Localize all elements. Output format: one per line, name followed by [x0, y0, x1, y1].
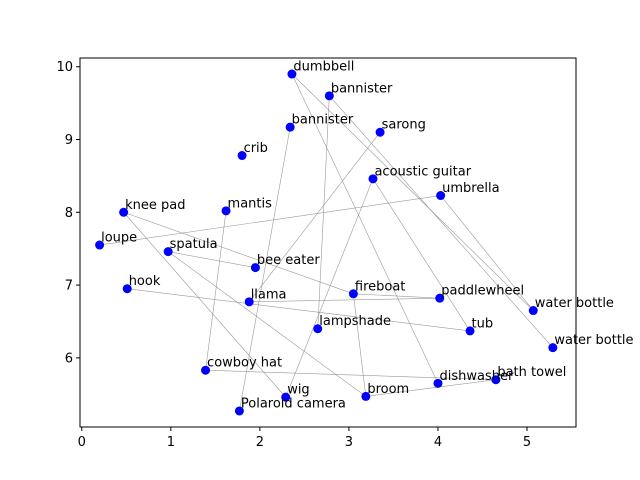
point-label: paddlewheel [441, 284, 524, 299]
connector-line [291, 73, 439, 384]
connector-line [248, 132, 381, 302]
data-point [348, 289, 358, 299]
data-point [221, 206, 231, 216]
point-label: spatula [170, 237, 218, 252]
data-point [95, 240, 105, 250]
connector-lines [99, 73, 554, 412]
connector-line [291, 73, 534, 311]
x-tick-label: 3 [345, 435, 353, 450]
point-label: llama [251, 287, 287, 302]
point-label: fireboat [355, 279, 406, 294]
point-label: hook [129, 274, 161, 289]
x-tick-label: 5 [523, 435, 531, 450]
scatter-points [95, 69, 558, 416]
y-tick-label: 8 [65, 206, 73, 221]
x-axis: 0 1 2 3 4 5 [78, 427, 531, 450]
y-tick-label: 6 [65, 351, 73, 366]
data-point [528, 306, 538, 316]
data-point [244, 297, 254, 307]
data-point [287, 69, 297, 79]
x-tick-label: 4 [434, 435, 442, 450]
connector-line [353, 293, 440, 299]
x-tick-label: 2 [256, 435, 264, 450]
y-tick-label: 7 [65, 279, 73, 294]
connector-line [205, 369, 496, 380]
data-point [324, 91, 334, 101]
data-point [375, 127, 385, 137]
data-point [433, 378, 443, 388]
data-point [313, 324, 323, 334]
point-label: sarong [382, 118, 426, 133]
x-tick-label: 0 [78, 435, 86, 450]
connector-line [99, 195, 441, 246]
point-label: bannister [331, 81, 393, 96]
point-label: crib [244, 141, 268, 156]
point-label: cowboy hat [207, 356, 282, 371]
y-tick-label: 9 [65, 133, 73, 148]
connector-line [168, 251, 256, 268]
connector-line [205, 210, 227, 371]
data-point [201, 365, 211, 375]
point-label: water bottle [535, 296, 614, 311]
point-label: wig [287, 383, 310, 398]
connector-line [167, 251, 367, 397]
data-point [281, 392, 291, 402]
data-point [285, 122, 295, 132]
point-label: bannister [292, 113, 354, 128]
connector-line [440, 195, 534, 311]
data-point [548, 343, 558, 353]
point-label: umbrella [442, 181, 499, 196]
data-point [465, 326, 475, 336]
connector-line [249, 297, 440, 303]
data-point [436, 191, 446, 201]
plot-area-frame [79, 57, 577, 428]
data-point [234, 406, 244, 416]
connector-line [353, 293, 367, 397]
data-point [237, 151, 247, 161]
point-label: broom [367, 382, 409, 397]
point-labels: dumbbell bannister bannister sarong crib acou… [101, 60, 633, 412]
point-label: water bottle [554, 333, 633, 348]
connector-line [285, 178, 374, 398]
y-tick-label: 10 [56, 60, 73, 75]
y-axis: 6 7 8 9 10 [56, 60, 80, 366]
data-point [368, 174, 378, 184]
connector-line [127, 288, 471, 332]
data-point [491, 375, 501, 385]
data-point [163, 247, 173, 257]
point-label: acoustic guitar [374, 164, 471, 179]
point-label: dumbbell [293, 60, 354, 75]
connector-line [123, 212, 286, 398]
point-label: lampshade [319, 314, 391, 329]
point-label: mantis [228, 196, 273, 211]
point-label: bee eater [257, 253, 320, 268]
point-label: Polaroid camera [241, 396, 346, 411]
connector-line [365, 379, 496, 397]
data-point [122, 284, 132, 294]
data-point [119, 207, 129, 217]
point-label: knee pad [125, 198, 185, 213]
data-point [361, 391, 371, 401]
connector-line [239, 127, 291, 412]
data-point [250, 263, 260, 273]
point-label: loupe [101, 231, 137, 246]
point-label: bath towel [497, 365, 566, 380]
point-label: dishwasher [439, 369, 513, 384]
point-label: tub [472, 316, 494, 331]
data-point [435, 293, 445, 303]
x-tick-label: 1 [167, 435, 175, 450]
connector-line [372, 178, 471, 332]
connector-line [329, 95, 554, 348]
connector-line [123, 212, 354, 295]
